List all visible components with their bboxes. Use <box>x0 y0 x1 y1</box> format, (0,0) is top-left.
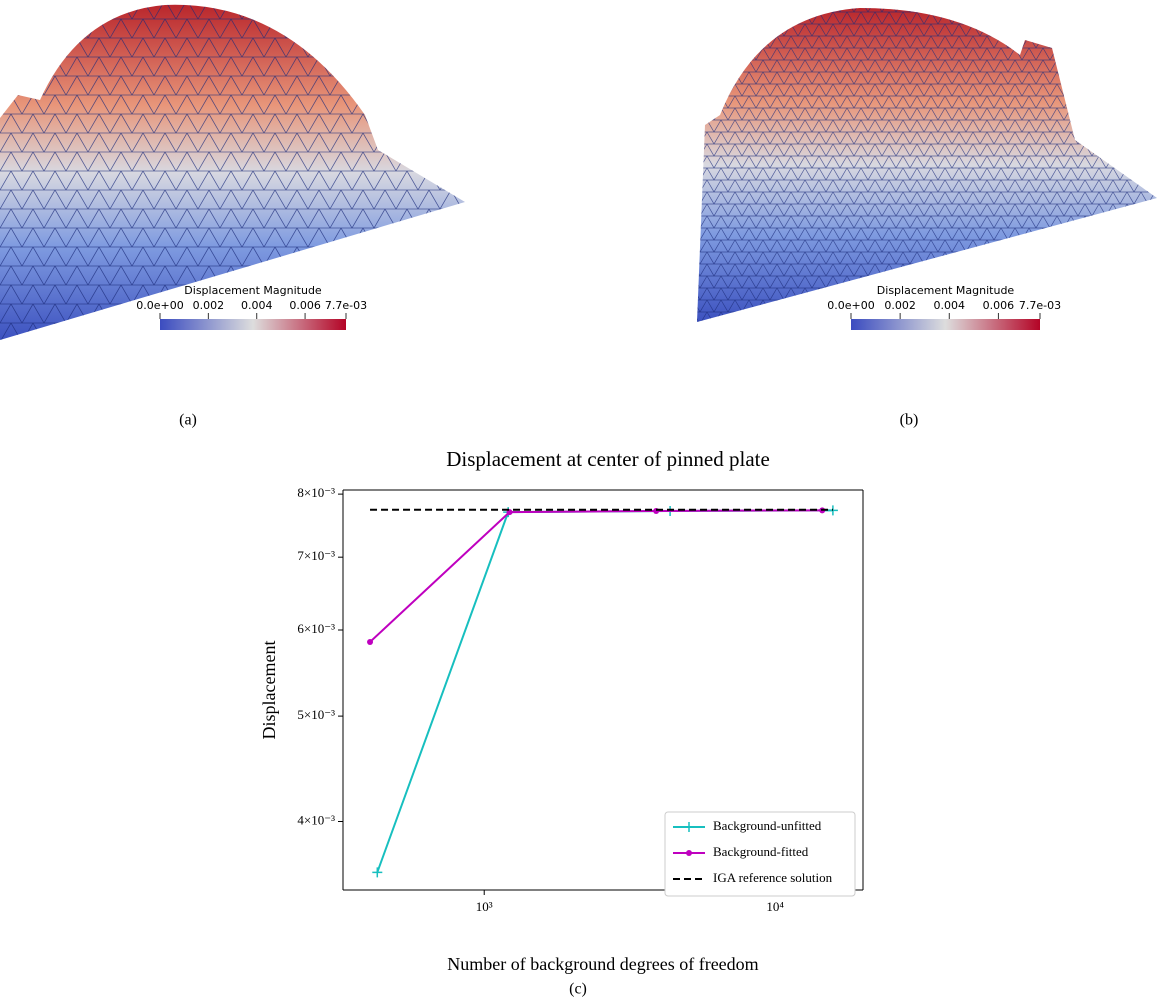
caption: (a) <box>179 412 197 429</box>
colorbar-tick-label: 0.004 <box>934 299 966 312</box>
y-tick-label: 4×10⁻³ <box>297 812 335 827</box>
colorbar-title: Displacement Magnitude <box>184 284 322 297</box>
y-tick-label: 5×10⁻³ <box>297 707 335 722</box>
colorbar-tick-label: 7.7e-03 <box>325 299 367 312</box>
legend-label: Background-unfitted <box>713 818 822 833</box>
render-b <box>697 8 1157 322</box>
chart-title: Displacement at center of pinned plate <box>446 447 770 471</box>
colorbar-tick-label: 0.004 <box>241 299 273 312</box>
legend-marker <box>686 850 692 856</box>
colorbar-tick-label: 7.7e-03 <box>1019 299 1061 312</box>
marker <box>367 639 373 645</box>
colorbar-tick-label: 0.006 <box>983 299 1015 312</box>
colorbar <box>160 319 346 330</box>
colorbar-tick-label: 0.0e+00 <box>136 299 183 312</box>
caption: (c) <box>569 981 587 998</box>
colorbar-tick-label: 0.006 <box>289 299 321 312</box>
colorbar-tick-label: 0.002 <box>193 299 225 312</box>
colorbar <box>851 319 1040 330</box>
y-axis-label: Displacement <box>259 641 279 740</box>
x-tick-label: 10⁴ <box>766 899 784 914</box>
marker <box>372 867 382 877</box>
x-tick-label: 10³ <box>476 899 493 914</box>
series-line <box>370 510 822 642</box>
y-tick-label: 6×10⁻³ <box>297 621 335 636</box>
caption: (b) <box>900 412 919 429</box>
colorbar-tick-label: 0.002 <box>884 299 916 312</box>
y-tick-label: 8×10⁻³ <box>297 485 335 500</box>
figure: Displacement at center of pinned plate N… <box>0 0 1157 1003</box>
y-tick-label: 7×10⁻³ <box>297 548 335 563</box>
x-axis-label: Number of background degrees of freedom <box>447 954 758 974</box>
legend-label: IGA reference solution <box>713 870 833 885</box>
colorbar-title: Displacement Magnitude <box>877 284 1015 297</box>
colorbar-tick-label: 0.0e+00 <box>827 299 874 312</box>
legend-label: Background-fitted <box>713 844 809 859</box>
